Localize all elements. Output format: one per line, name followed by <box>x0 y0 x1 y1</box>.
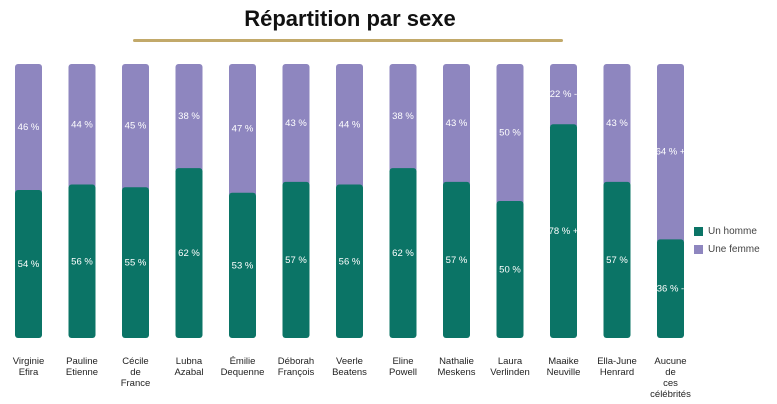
data-label-femme: 45 % <box>125 121 147 132</box>
category-label: Virginie Efira <box>13 356 45 378</box>
legend: Un homme Une femme <box>694 222 760 258</box>
chart-title: Répartition par sexe <box>244 6 456 31</box>
legend-label-homme: Un homme <box>708 225 757 237</box>
category-label: Aucune de ces célébrités <box>650 356 691 400</box>
data-label-femme: 43 % <box>446 118 468 129</box>
bar-femme <box>15 64 42 195</box>
legend-item-homme: Un homme <box>694 222 760 240</box>
category-label: Émilie Dequenne <box>221 356 265 378</box>
legend-label-femme: Une femme <box>708 243 760 255</box>
category-label: Eline Powell <box>389 356 417 378</box>
data-label-homme: 62 % <box>392 248 414 259</box>
data-label-homme: 56 % <box>339 256 361 267</box>
data-label-homme: 50 % <box>499 265 521 276</box>
data-label-homme: 53 % <box>232 260 254 271</box>
bar-homme <box>443 181 470 338</box>
data-label-homme: 57 % <box>606 255 628 266</box>
data-label-femme: 50 % <box>499 128 521 139</box>
data-label-femme: 44 % <box>71 119 93 130</box>
data-label-femme: 38 % <box>392 111 414 122</box>
category-label: Pauline Etienne <box>66 356 98 378</box>
data-label-femme: 44 % <box>339 119 361 130</box>
data-label-homme: 56 % <box>71 256 93 267</box>
legend-swatch-homme <box>694 226 703 236</box>
data-label-femme: 43 % <box>606 118 628 129</box>
category-label: Lubna Azabal <box>174 356 203 378</box>
data-label-homme: 57 % <box>446 255 468 266</box>
category-label: Maaike Neuville <box>547 356 581 378</box>
category-label: Cécile de France <box>121 356 151 389</box>
bar-homme <box>336 184 363 338</box>
bar-homme <box>550 124 577 338</box>
bar-femme <box>122 64 149 192</box>
bar-femme <box>336 64 363 189</box>
category-label: Déborah François <box>278 356 315 378</box>
bar-homme <box>603 181 631 338</box>
bar-femme <box>657 64 684 244</box>
bar-homme <box>68 184 96 338</box>
category-label: Nathalie Meskens <box>437 356 475 378</box>
data-label-homme: 62 % <box>178 248 200 259</box>
data-label-femme: 43 % <box>285 118 307 129</box>
data-label-femme: 47 % <box>232 123 254 134</box>
bar-homme <box>389 168 417 338</box>
data-label-homme: 36 % - <box>657 284 684 295</box>
bar-femme <box>229 64 256 197</box>
data-label-homme: 54 % <box>18 259 40 270</box>
data-label-homme: 78 % + <box>549 226 579 237</box>
legend-item-femme: Une femme <box>694 240 760 258</box>
bar-femme <box>443 64 470 186</box>
title-underline <box>133 39 563 42</box>
bar-femme <box>68 64 96 189</box>
bar-femme <box>603 64 631 186</box>
bar-homme <box>657 239 684 338</box>
data-label-homme: 57 % <box>285 255 307 266</box>
category-label: Laura Verlinden <box>490 356 530 378</box>
bar-homme <box>496 201 524 338</box>
data-label-femme: 46 % <box>18 122 40 133</box>
bar-homme <box>15 190 42 338</box>
data-label-homme: 55 % <box>125 258 147 269</box>
bar-homme <box>229 192 256 338</box>
category-label: Veerle Beatens <box>332 356 367 378</box>
data-label-femme: 64 % + <box>656 147 686 158</box>
data-label-femme: 38 % <box>178 111 200 122</box>
legend-swatch-femme <box>694 244 703 254</box>
bar-homme <box>175 168 203 338</box>
category-label: Ella-June Henrard <box>597 356 637 378</box>
bar-femme <box>496 64 524 205</box>
bar-femme <box>389 64 417 173</box>
bar-femme <box>282 64 310 186</box>
bar-homme <box>122 187 149 338</box>
bar-homme <box>282 181 310 338</box>
bar-femme <box>550 64 577 129</box>
data-label-femme: 22 % - <box>550 89 577 100</box>
bar-femme <box>175 64 203 173</box>
